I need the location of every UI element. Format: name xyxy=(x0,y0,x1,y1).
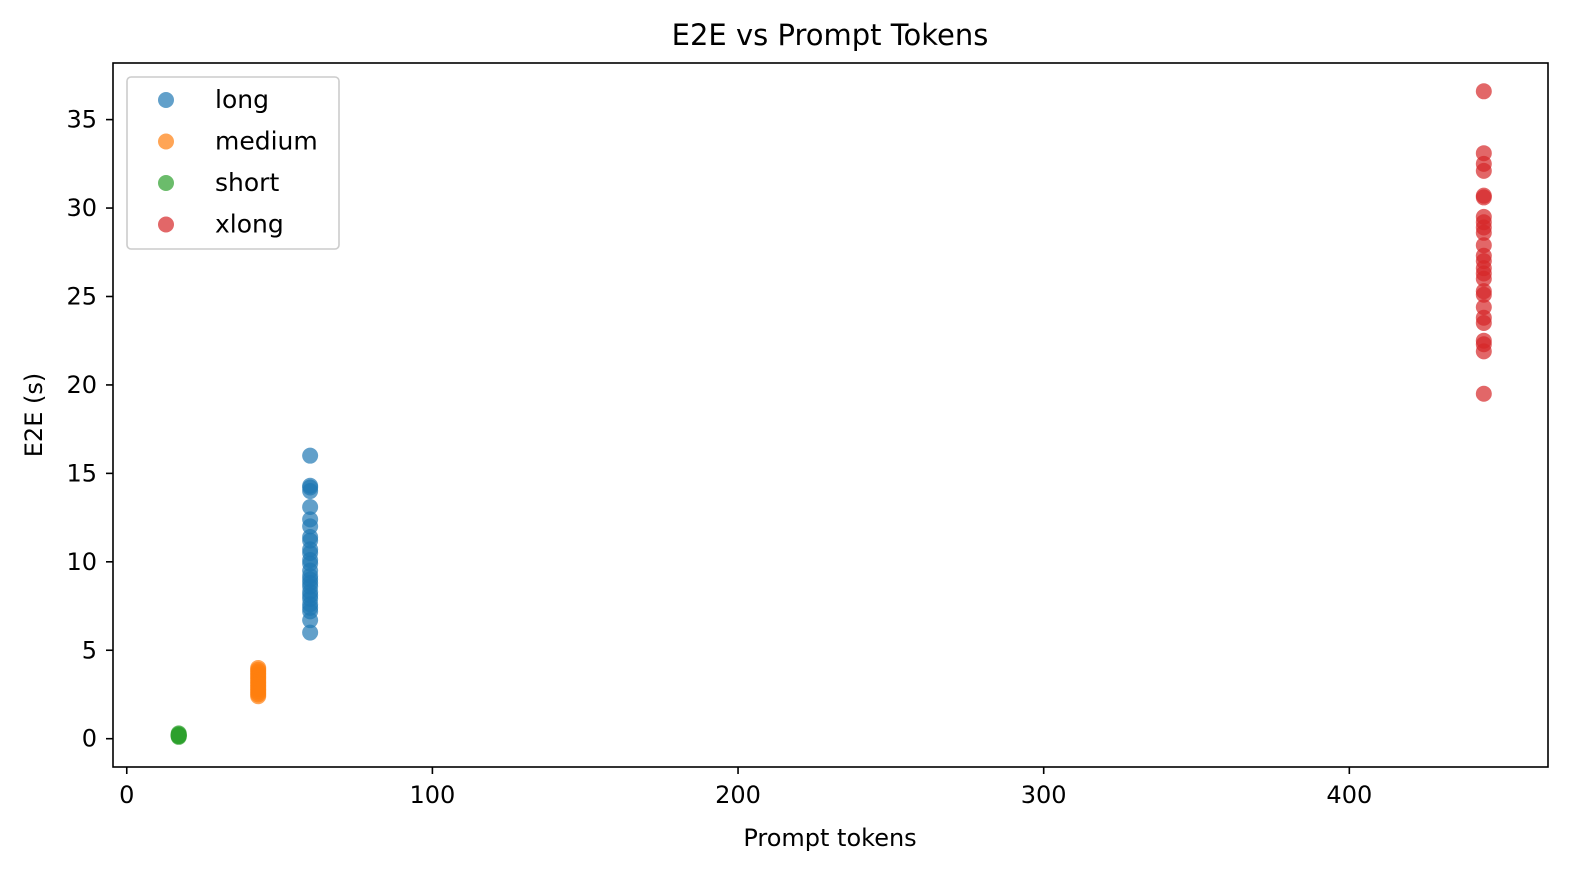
legend: long medium short xlong xyxy=(126,76,340,250)
legend-label-medium: medium xyxy=(215,127,318,156)
x-tick-label: 400 xyxy=(1326,781,1372,809)
y-tick-label: 20 xyxy=(66,371,97,399)
data-point-long xyxy=(302,612,319,629)
data-point-xlong xyxy=(1475,286,1492,303)
y-tick-label: 0 xyxy=(82,725,97,753)
data-point-medium xyxy=(250,688,267,705)
data-point-xlong xyxy=(1475,385,1492,402)
data-point-xlong xyxy=(1475,162,1492,179)
data-point-xlong xyxy=(1475,270,1492,287)
series-short xyxy=(170,725,187,745)
legend-marker-medium xyxy=(158,133,174,150)
x-tick-label: 0 xyxy=(119,781,134,809)
y-axis-label: E2E (s) xyxy=(20,373,48,457)
x-tick-label: 100 xyxy=(409,781,455,809)
series-long xyxy=(302,447,319,641)
legend-label-short: short xyxy=(215,168,279,197)
y-tick-label: 5 xyxy=(82,636,97,664)
data-point-xlong xyxy=(1475,315,1492,332)
data-point-long xyxy=(302,447,319,464)
plot-area-frame xyxy=(112,62,1549,768)
legend-label-long: long xyxy=(215,85,269,114)
legend-items: long medium short xlong xyxy=(158,85,318,239)
data-point-xlong xyxy=(1475,83,1492,100)
y-tick-label: 10 xyxy=(66,548,97,576)
series-xlong xyxy=(1475,83,1492,402)
x-tick-label: 200 xyxy=(715,781,761,809)
legend-marker-xlong xyxy=(158,216,174,233)
data-point-long xyxy=(302,498,319,515)
ticks-layer: 0 100 200 300 400 0 5 10 15 20 25 30 35 xyxy=(66,106,1372,809)
data-point-xlong xyxy=(1475,343,1492,360)
y-tick-label: 15 xyxy=(66,459,97,487)
data-point-short xyxy=(170,728,187,745)
legend-box xyxy=(126,76,340,250)
y-tick-label: 25 xyxy=(66,282,97,310)
chart-title: E2E vs Prompt Tokens xyxy=(672,18,989,52)
series-medium xyxy=(250,659,267,705)
data-point-xlong xyxy=(1475,189,1492,206)
data-point-long xyxy=(302,624,319,641)
legend-marker-short xyxy=(158,175,174,191)
legend-label-xlong: xlong xyxy=(215,210,284,239)
data-point-long xyxy=(302,483,319,500)
points-layer xyxy=(170,83,1492,745)
x-axis-label: Prompt tokens xyxy=(743,824,916,852)
data-point-xlong xyxy=(1475,224,1492,241)
legend-marker-long xyxy=(158,92,174,108)
y-tick-label: 35 xyxy=(66,106,97,134)
y-tick-label: 30 xyxy=(66,194,97,222)
x-tick-label: 300 xyxy=(1021,781,1067,809)
